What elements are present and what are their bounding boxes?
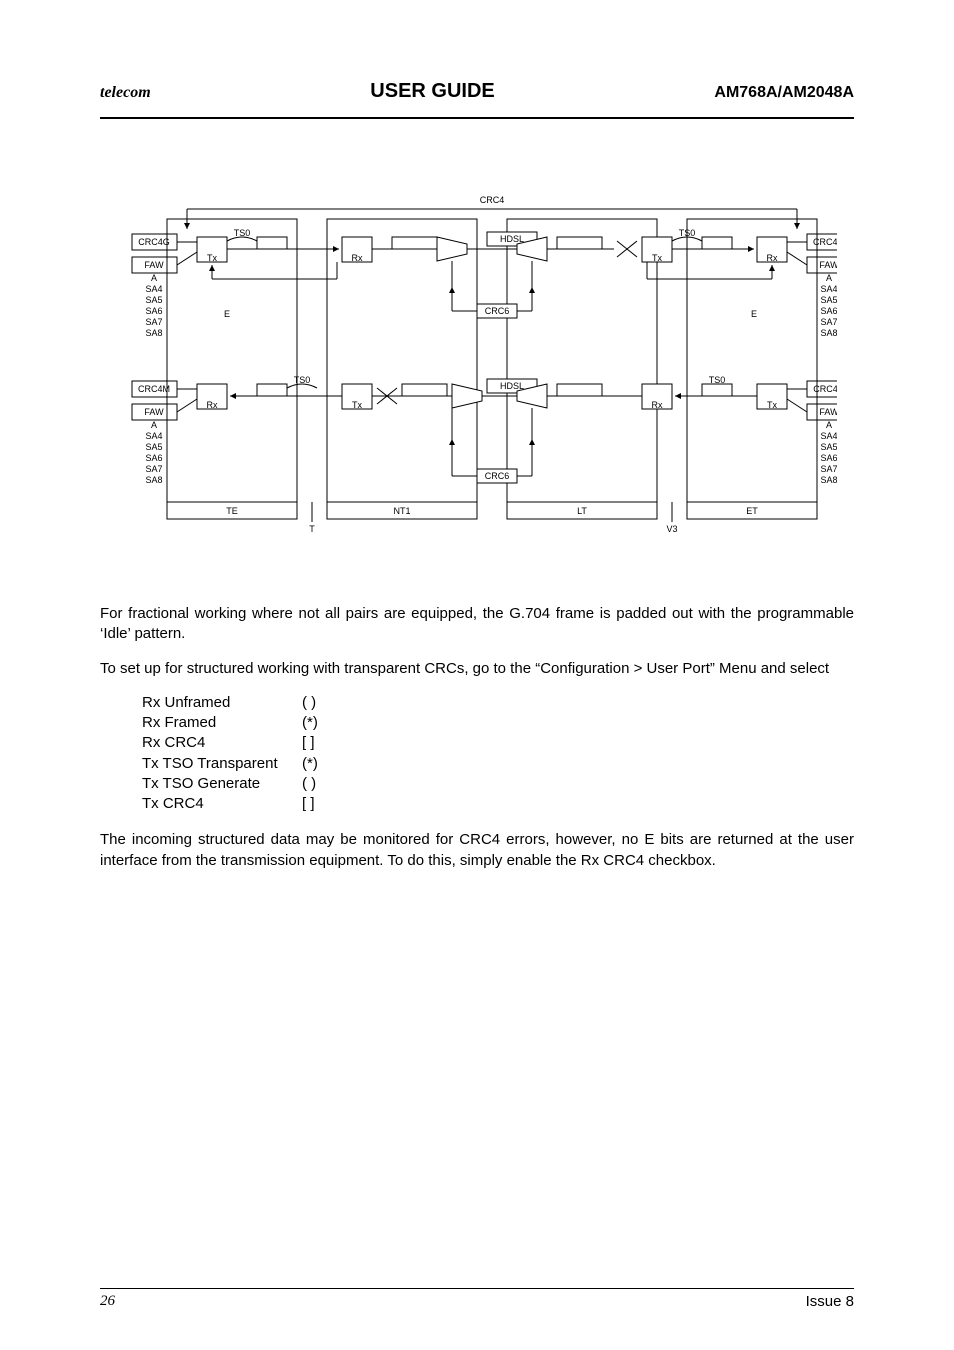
svg-text:SA5: SA5 bbox=[145, 295, 162, 305]
svg-text:Tx: Tx bbox=[767, 400, 777, 410]
svg-text:TS0: TS0 bbox=[294, 375, 311, 385]
header-title: USER GUIDE bbox=[370, 80, 494, 103]
option-row: Rx Framed (*) bbox=[142, 713, 854, 733]
body-text: For fractional working where not all pai… bbox=[100, 604, 854, 871]
svg-text:FAW: FAW bbox=[144, 260, 164, 270]
option-label: Tx TSO Transparent bbox=[142, 754, 302, 774]
svg-text:A: A bbox=[151, 420, 157, 430]
svg-text:Rx: Rx bbox=[767, 253, 778, 263]
label-v3: V3 bbox=[666, 524, 677, 534]
option-label: Rx Unframed bbox=[142, 693, 302, 713]
option-value: ( ) bbox=[302, 774, 316, 794]
svg-text:FAW: FAW bbox=[144, 407, 164, 417]
option-value: (*) bbox=[302, 713, 318, 733]
label-lt: LT bbox=[577, 506, 587, 516]
svg-text:E: E bbox=[224, 309, 230, 319]
option-row: Rx CRC4 [ ] bbox=[142, 733, 854, 753]
svg-text:Rx: Rx bbox=[352, 253, 363, 263]
label-crc4g-lr: CRC4G bbox=[813, 384, 837, 394]
svg-text:Tx: Tx bbox=[652, 253, 662, 263]
paragraph-3: The incoming structured data may be moni… bbox=[100, 830, 854, 871]
option-value: ( ) bbox=[302, 693, 316, 713]
option-value: [ ] bbox=[302, 794, 315, 814]
svg-text:SA8: SA8 bbox=[820, 328, 837, 338]
label-crc4-top: CRC4 bbox=[480, 195, 505, 205]
svg-text:SA8: SA8 bbox=[145, 475, 162, 485]
svg-text:SA4: SA4 bbox=[145, 431, 162, 441]
svg-text:SA7: SA7 bbox=[820, 464, 837, 474]
option-row: Tx CRC4 [ ] bbox=[142, 794, 854, 814]
page: telecom USER GUIDE AM768A/AM2048A TE NT1… bbox=[0, 0, 954, 1350]
svg-text:HDSL: HDSL bbox=[500, 234, 524, 244]
svg-text:Rx: Rx bbox=[652, 400, 663, 410]
option-list: Rx Unframed ( ) Rx Framed (*) Rx CRC4 [ … bbox=[142, 693, 854, 815]
option-label: Rx CRC4 bbox=[142, 733, 302, 753]
svg-text:SA5: SA5 bbox=[820, 442, 837, 452]
svg-text:CRC6: CRC6 bbox=[485, 306, 510, 316]
svg-text:Rx: Rx bbox=[207, 400, 218, 410]
option-label: Tx TSO Generate bbox=[142, 774, 302, 794]
option-row: Tx TSO Transparent (*) bbox=[142, 754, 854, 774]
svg-text:SA5: SA5 bbox=[145, 442, 162, 452]
header-rule bbox=[100, 117, 854, 119]
header-model: AM768A/AM2048A bbox=[714, 84, 854, 102]
paragraph-1: For fractional working where not all pai… bbox=[100, 604, 854, 645]
page-footer: 26 Issue 8 bbox=[100, 1288, 854, 1310]
option-label: Tx CRC4 bbox=[142, 794, 302, 814]
svg-text:CRC6: CRC6 bbox=[485, 471, 510, 481]
svg-text:SA7: SA7 bbox=[145, 464, 162, 474]
label-te: TE bbox=[226, 506, 238, 516]
svg-text:SA6: SA6 bbox=[145, 306, 162, 316]
svg-text:SA7: SA7 bbox=[820, 317, 837, 327]
svg-text:Tx: Tx bbox=[352, 400, 362, 410]
svg-text:SA8: SA8 bbox=[145, 328, 162, 338]
svg-text:FAW: FAW bbox=[819, 407, 837, 417]
label-et: ET bbox=[746, 506, 758, 516]
svg-text:SA6: SA6 bbox=[820, 453, 837, 463]
header-brand: telecom bbox=[100, 84, 151, 102]
svg-text:SA4: SA4 bbox=[820, 284, 837, 294]
label-crc4m-ll: CRC4M bbox=[138, 384, 170, 394]
paragraph-2: To set up for structured working with tr… bbox=[100, 659, 854, 679]
svg-text:TS0: TS0 bbox=[679, 228, 696, 238]
svg-text:A: A bbox=[151, 273, 157, 283]
block-diagram: TE NT1 LT ET T V3 CRC4 CRC4G FAW A SA4 S bbox=[100, 189, 854, 549]
option-value: (*) bbox=[302, 754, 318, 774]
svg-text:Tx: Tx bbox=[207, 253, 217, 263]
label-nt1: NT1 bbox=[393, 506, 410, 516]
option-label: Rx Framed bbox=[142, 713, 302, 733]
svg-text:SA6: SA6 bbox=[145, 453, 162, 463]
svg-text:SA4: SA4 bbox=[820, 431, 837, 441]
page-number: 26 bbox=[100, 1293, 115, 1310]
option-row: Rx Unframed ( ) bbox=[142, 693, 854, 713]
page-header: telecom USER GUIDE AM768A/AM2048A bbox=[100, 80, 854, 111]
svg-text:FAW: FAW bbox=[819, 260, 837, 270]
svg-text:HDSL: HDSL bbox=[500, 381, 524, 391]
svg-text:SA7: SA7 bbox=[145, 317, 162, 327]
label-t: T bbox=[309, 524, 315, 534]
label-crc4m-ur: CRC4M bbox=[813, 237, 837, 247]
svg-text:SA4: SA4 bbox=[145, 284, 162, 294]
label-crc4g-ul: CRC4G bbox=[138, 237, 170, 247]
svg-text:A: A bbox=[826, 420, 832, 430]
svg-text:SA8: SA8 bbox=[820, 475, 837, 485]
svg-text:TS0: TS0 bbox=[234, 228, 251, 238]
option-value: [ ] bbox=[302, 733, 315, 753]
issue-label: Issue 8 bbox=[806, 1293, 854, 1310]
svg-text:SA6: SA6 bbox=[820, 306, 837, 316]
svg-text:E: E bbox=[751, 309, 757, 319]
svg-text:A: A bbox=[826, 273, 832, 283]
option-row: Tx TSO Generate ( ) bbox=[142, 774, 854, 794]
footer-rule bbox=[100, 1288, 854, 1289]
svg-text:SA5: SA5 bbox=[820, 295, 837, 305]
